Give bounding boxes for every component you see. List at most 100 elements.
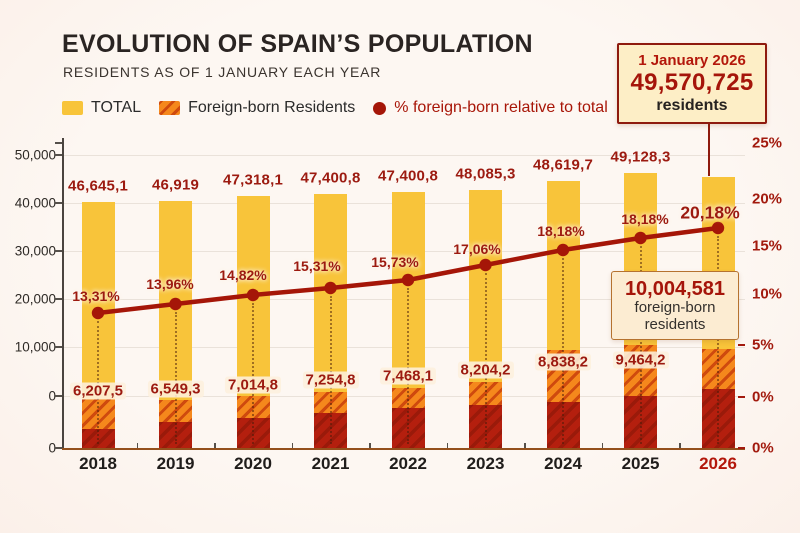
percent-label-2021: 15,31%: [293, 258, 341, 274]
legend-label: Foreign-born Residents: [188, 99, 356, 116]
x-axis-line: [62, 448, 745, 450]
y-axis-tick-label: 10,000: [14, 339, 56, 355]
percent-line-dot-icon: [373, 101, 387, 115]
callout-foreign-line2: foreign-born: [634, 298, 716, 316]
percent-label-2026: 20,18%: [680, 202, 740, 223]
foreign-born-value-label-2021: 7,254,8: [302, 371, 359, 389]
y-axis-tick-mark: [55, 298, 62, 300]
legend: TOTAL Foreign-born Residents % foreign-bor…: [62, 99, 608, 117]
foreign-born-swatch-icon: [159, 101, 181, 115]
y-axis-tick-label: 30,000: [14, 243, 56, 259]
callout-connector-line: [708, 120, 710, 176]
right-axis-tick-mark: [738, 396, 745, 398]
percent-label-2024: 18,18%: [537, 223, 585, 239]
x-axis-minor-tick: [524, 443, 526, 448]
total-value-label-2023: 48,085,3: [455, 165, 516, 183]
percent-label-2020: 14,82%: [219, 267, 267, 283]
x-axis-year-label-2019: 2019: [156, 454, 195, 473]
gridline-0: [62, 155, 745, 156]
right-axis-tick-mark: [738, 447, 745, 449]
dotted-guide-2022: [407, 288, 409, 444]
y-axis-tick-mark: [55, 142, 62, 144]
y-axis-tick-mark: [55, 250, 62, 252]
x-axis-minor-tick: [291, 443, 294, 448]
callout-foreign-line3: residents: [644, 315, 706, 333]
y-axis-tick-mark: [55, 154, 62, 156]
percent-label-2022: 15,73%: [371, 254, 419, 270]
legend-label: % foreign-born relative to total: [394, 99, 608, 116]
chart-subtitle: RESIDENTS AS OF 1 JANUARY EACH YEAR: [63, 64, 382, 80]
total-value-label-2021: 47,400,8: [300, 169, 361, 187]
foreign-born-value-label-2024: 8,838,2: [534, 353, 592, 371]
dotted-guide-2021: [329, 296, 332, 444]
right-axis-tick-label: 15%: [752, 237, 783, 255]
dotted-guide-2019: [174, 312, 177, 444]
dotted-guide-2026: [717, 236, 719, 444]
right-axis-tick-label: 5%: [752, 336, 774, 354]
percent-label-2025: 18,18%: [621, 211, 669, 227]
x-axis-year-label-2021: 2021: [311, 454, 350, 473]
chart-title: EVOLUTION OF SPAIN’S POPULATION: [62, 30, 533, 58]
x-axis-year-label-2018: 2018: [79, 454, 117, 473]
right-axis-tick-label: 20%: [752, 190, 783, 208]
right-axis-tick-label: 0%: [752, 439, 774, 457]
foreign-born-value-label-2019: 6,549,3: [147, 380, 204, 398]
x-axis-year-label-2024: 2024: [544, 454, 582, 473]
callout-total-2026: 1 January 2026 49,570,725 residents: [617, 43, 767, 124]
x-axis-minor-tick: [446, 443, 449, 448]
total-swatch-icon: [62, 101, 83, 115]
callout-total-date: 1 January 2026: [638, 51, 746, 69]
x-axis-minor-tick: [369, 443, 371, 448]
right-axis-tick-label: 10%: [752, 285, 783, 303]
total-value-label-2024: 48,619,7: [533, 156, 593, 174]
y-axis-tick-label: 20,000: [14, 291, 56, 307]
y-axis-tick-mark: [55, 346, 62, 348]
callout-total-unit: residents: [656, 96, 728, 114]
x-axis-year-label-2026: 2026: [699, 454, 737, 473]
legend-item-foreign: Foreign-born Residents: [159, 99, 355, 117]
y-axis-tick-label: 50,000: [14, 147, 56, 163]
foreign-born-value-label-2018: 6,207,5: [69, 382, 127, 400]
x-axis-minor-tick: [136, 443, 139, 448]
right-axis-tick-mark: [738, 344, 745, 346]
percent-label-2019: 13,96%: [146, 276, 194, 292]
x-axis-year-label-2023: 2023: [466, 454, 505, 473]
total-value-label-2022: 47,400,8: [378, 167, 438, 185]
foreign-born-value-label-2020: 7,014,8: [224, 376, 282, 394]
dotted-guide-2023: [484, 273, 487, 444]
legend-label: TOTAL: [91, 99, 142, 116]
y-axis-tick-label: 0: [48, 440, 56, 456]
y-axis-tick-mark: [55, 395, 62, 397]
right-axis-tick-label: 25%: [752, 134, 783, 152]
callout-foreign-2026: 10,004,581 foreign-born residents: [611, 271, 739, 340]
total-value-label-2018: 46,645,1: [68, 177, 128, 195]
total-value-label-2020: 47,318,1: [223, 171, 283, 189]
percent-label-2018: 13,31%: [72, 288, 120, 304]
x-axis-year-label-2020: 2020: [234, 454, 272, 473]
callout-total-value: 49,570,725: [630, 69, 754, 97]
legend-item-line: % foreign-born relative to total: [373, 99, 608, 117]
callout-foreign-value: 10,004,581: [624, 277, 726, 300]
foreign-born-value-label-2022: 7,468,1: [379, 367, 437, 385]
x-axis-year-label-2025: 2025: [621, 454, 660, 473]
foreign-born-value-label-2025: 9,464,2: [612, 351, 669, 369]
x-axis-year-label-2022: 2022: [389, 454, 427, 473]
x-axis-minor-tick: [214, 443, 216, 448]
foreign-born-value-label-2023: 8,204,2: [457, 361, 514, 379]
y-axis-tick-label: 40,000: [14, 195, 56, 211]
total-value-label-2025: 49,128,3: [610, 148, 671, 166]
y-axis-tick-label: 0: [48, 388, 56, 404]
y-axis-line: [62, 138, 64, 448]
percent-label-2023: 17,06%: [453, 241, 501, 257]
dotted-guide-2024: [562, 258, 564, 444]
y-axis-tick-mark: [55, 202, 62, 204]
legend-item-total: TOTAL: [62, 99, 141, 117]
dotted-guide-2020: [252, 303, 254, 444]
x-axis-minor-tick: [679, 443, 681, 448]
x-axis-minor-tick: [601, 443, 604, 448]
right-axis-tick-label: 0%: [752, 388, 774, 406]
dotted-guide-2025: [639, 246, 642, 444]
y-axis-tick-mark: [55, 447, 62, 449]
total-value-label-2019: 46,919: [151, 176, 200, 194]
